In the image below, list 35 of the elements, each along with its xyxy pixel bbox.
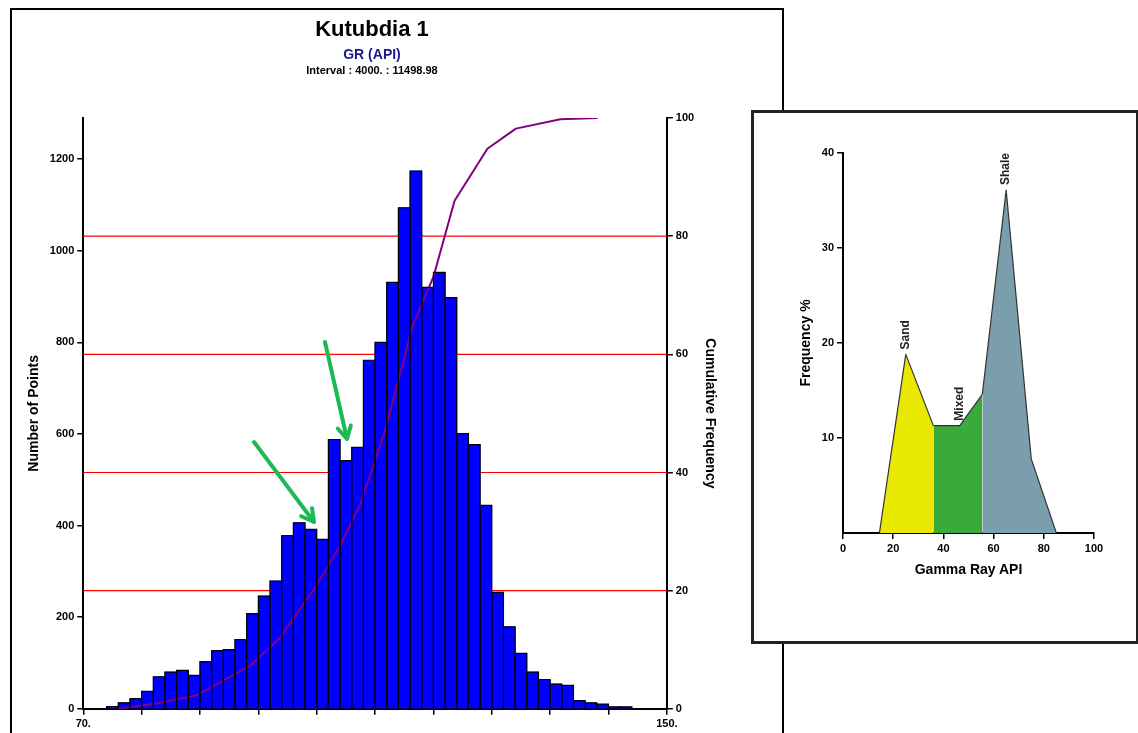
text: Shale bbox=[998, 152, 1013, 186]
y-tick-label: 400 bbox=[55, 518, 75, 531]
y2-tick-label: 80 bbox=[675, 229, 689, 242]
chart-title: Kutubdia 1 bbox=[314, 16, 430, 42]
y-tick-label: 40 bbox=[821, 146, 835, 159]
y-tick-label: 1000 bbox=[49, 243, 75, 256]
x-tick-label: 20 bbox=[887, 541, 900, 554]
y-tick-label: 30 bbox=[821, 241, 835, 254]
y-tick-label: 800 bbox=[55, 335, 75, 348]
x-axis-title: Gamma Ray API bbox=[914, 561, 1023, 578]
text: Sand bbox=[898, 320, 913, 350]
x-tick-label: 70. bbox=[75, 717, 91, 730]
x-tick-label: 100 bbox=[1084, 541, 1104, 554]
x-tick-label: 0 bbox=[839, 541, 847, 554]
y2-tick-label: 0 bbox=[675, 701, 682, 714]
y-tick-label: 10 bbox=[821, 431, 835, 444]
chart-subtitle: GR (API) bbox=[342, 46, 402, 62]
y-tick-label: 20 bbox=[821, 336, 835, 349]
y2-axis-title: Cumulative Frequency bbox=[702, 338, 719, 489]
y2-tick-label: 100 bbox=[675, 111, 695, 124]
x-tick-label: 40 bbox=[937, 541, 950, 554]
x-tick-label: 60 bbox=[987, 541, 1000, 554]
y-tick-label: 200 bbox=[55, 610, 75, 623]
x-tick-label: 150. bbox=[656, 717, 678, 730]
x-tick-label: 80 bbox=[1037, 541, 1050, 554]
y-tick-label: 600 bbox=[55, 427, 75, 440]
text: Mixed bbox=[952, 386, 967, 421]
y-tick-label: 1200 bbox=[49, 152, 75, 165]
y-tick-label: 0 bbox=[68, 701, 75, 714]
y2-tick-label: 20 bbox=[675, 583, 689, 596]
y2-tick-label: 40 bbox=[675, 465, 689, 478]
y2-tick-label: 60 bbox=[675, 347, 689, 360]
y-axis-title: Number of Points bbox=[25, 354, 42, 472]
y-axis-title: Frequency % bbox=[797, 298, 814, 387]
text: Interval : 4000. : 11498.98 bbox=[305, 64, 439, 76]
